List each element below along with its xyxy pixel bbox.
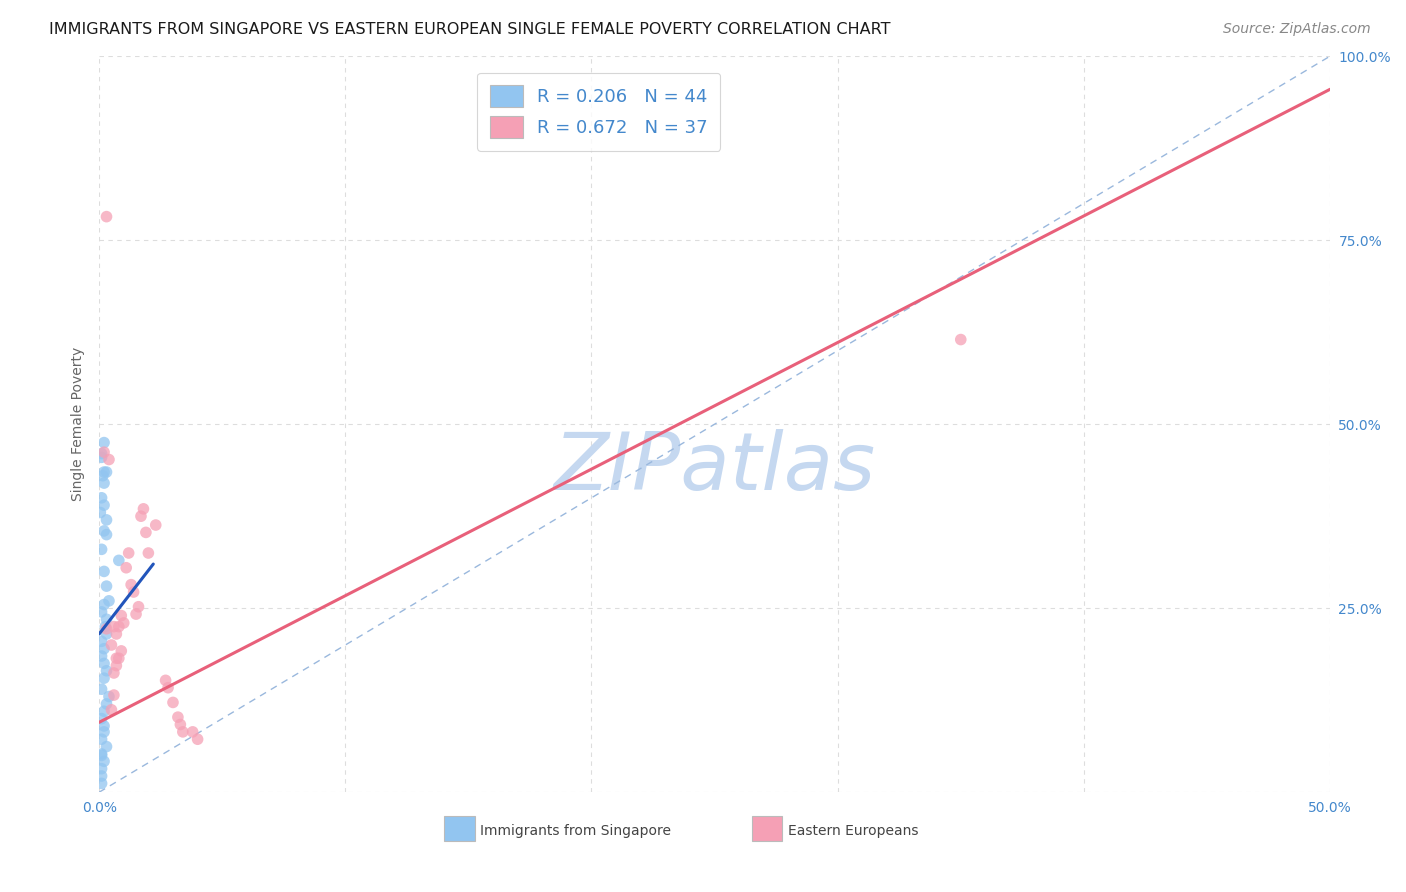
Point — [103, 688, 125, 702]
Point — [155, 673, 177, 688]
Point — [96, 210, 118, 224]
Point — [93, 641, 115, 656]
Point — [105, 651, 128, 665]
Point — [90, 447, 112, 461]
Point — [110, 608, 132, 623]
Point — [93, 524, 115, 538]
Point — [96, 527, 118, 541]
Point — [128, 599, 150, 614]
Point — [132, 501, 155, 516]
Point — [90, 776, 112, 790]
Point — [96, 612, 118, 626]
Point — [90, 712, 112, 726]
Point — [93, 724, 115, 739]
Point — [96, 627, 118, 641]
Point — [93, 671, 115, 685]
Point — [93, 476, 115, 491]
Point — [112, 615, 135, 630]
Text: IMMIGRANTS FROM SINGAPORE VS EASTERN EUROPEAN SINGLE FEMALE POVERTY CORRELATION : IMMIGRANTS FROM SINGAPORE VS EASTERN EUR… — [49, 22, 891, 37]
Point — [100, 638, 122, 652]
Point — [108, 619, 131, 633]
Text: Eastern Europeans: Eastern Europeans — [789, 823, 918, 838]
Point — [91, 468, 114, 483]
Point — [90, 634, 112, 648]
Point — [96, 579, 118, 593]
Point — [93, 657, 115, 671]
Point — [93, 498, 115, 512]
Point — [90, 732, 112, 747]
Point — [125, 607, 148, 621]
Point — [100, 703, 122, 717]
Point — [93, 465, 115, 479]
Text: Immigrants from Singapore: Immigrants from Singapore — [481, 823, 671, 838]
Point — [187, 732, 209, 747]
Point — [157, 681, 180, 695]
Point — [93, 435, 115, 450]
Point — [181, 724, 204, 739]
Point — [96, 465, 118, 479]
Point — [96, 622, 118, 636]
Point — [98, 594, 121, 608]
Point — [122, 585, 145, 599]
Point — [949, 333, 972, 347]
Point — [108, 651, 131, 665]
Point — [90, 748, 112, 763]
Point — [96, 739, 118, 754]
Point — [108, 553, 131, 567]
Text: ZIPatlas: ZIPatlas — [554, 429, 876, 508]
Point — [93, 754, 115, 768]
Point — [98, 690, 121, 704]
Point — [172, 724, 194, 739]
Point — [93, 445, 115, 459]
Point — [120, 577, 142, 591]
Point — [93, 598, 115, 612]
Point — [90, 747, 112, 761]
Point — [135, 525, 157, 540]
Point — [118, 546, 141, 560]
Point — [110, 644, 132, 658]
Point — [94, 619, 117, 633]
Point — [90, 682, 112, 697]
Point — [93, 704, 115, 718]
Point — [93, 565, 115, 579]
Point — [105, 658, 128, 673]
Point — [96, 697, 118, 711]
Point — [93, 719, 115, 733]
Point — [90, 769, 112, 783]
Point — [162, 695, 184, 709]
Point — [103, 619, 125, 633]
Point — [90, 491, 112, 505]
Point — [90, 605, 112, 619]
Point — [90, 762, 112, 776]
Point — [98, 452, 121, 467]
Point — [115, 560, 138, 574]
Point — [129, 509, 152, 524]
Y-axis label: Single Female Poverty: Single Female Poverty — [72, 347, 86, 501]
Point — [103, 665, 125, 680]
Point — [90, 648, 112, 663]
Point — [90, 542, 112, 557]
Point — [169, 717, 191, 731]
Text: Source: ZipAtlas.com: Source: ZipAtlas.com — [1223, 22, 1371, 37]
Point — [90, 450, 112, 465]
Point — [145, 518, 167, 533]
Point — [96, 513, 118, 527]
Point — [96, 664, 118, 678]
Point — [105, 627, 128, 641]
Point — [89, 506, 111, 520]
Point — [138, 546, 160, 560]
Point — [167, 710, 190, 724]
Legend: R = 0.206   N = 44, R = 0.672   N = 37: R = 0.206 N = 44, R = 0.672 N = 37 — [478, 72, 720, 151]
